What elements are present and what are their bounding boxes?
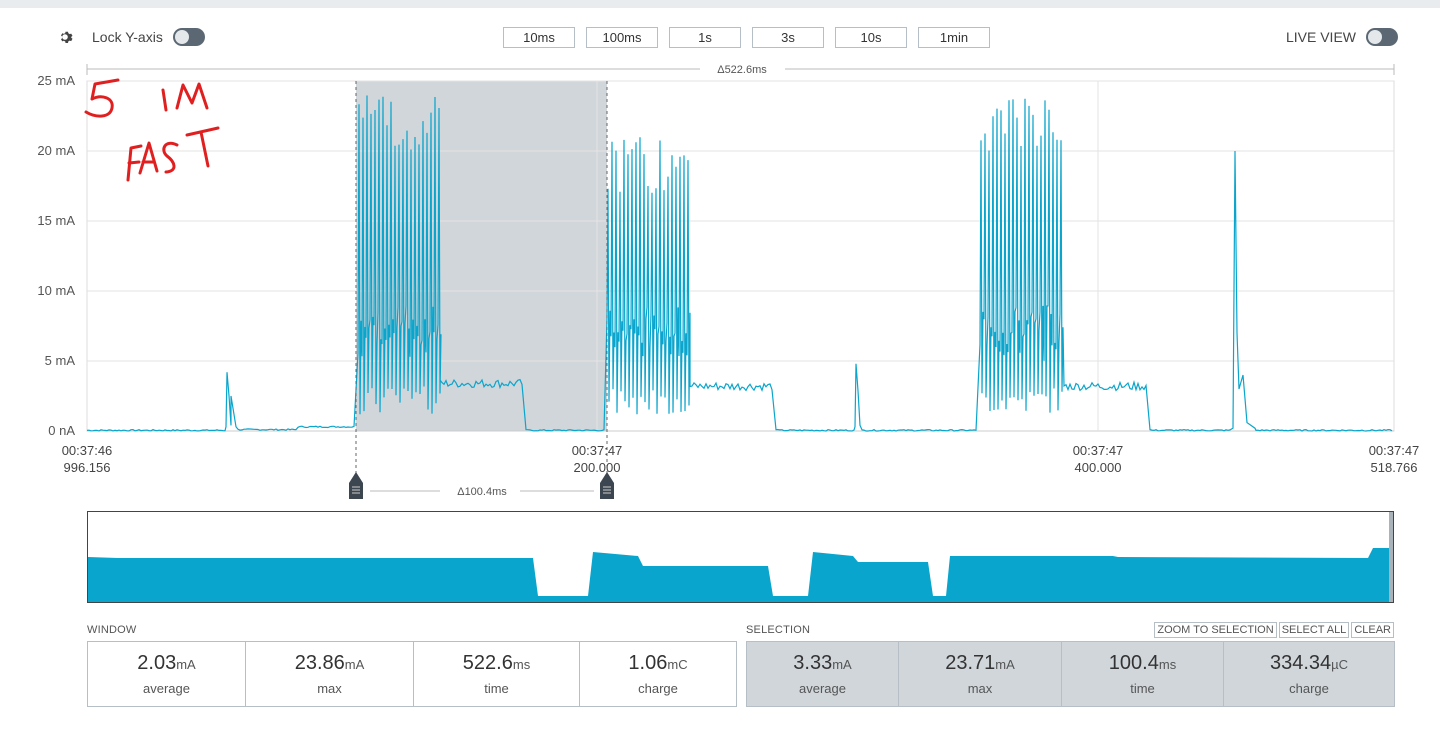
stat-value: 23.86: [294, 652, 345, 674]
window-time: 522.6ms time: [414, 642, 580, 706]
stat-label: max: [967, 681, 993, 696]
y-axis: 25 mA 20 mA 15 mA 10 mA 5 mA 0 nA: [37, 73, 75, 438]
grid-lines: [87, 80, 1394, 432]
window-3s-button[interactable]: 3s: [752, 27, 824, 48]
stat-value: 3.33: [793, 652, 833, 674]
window-charge: 1.06mC charge: [580, 642, 736, 706]
zoom-to-selection-button[interactable]: ZOOM TO SELECTION: [1154, 622, 1277, 638]
clear-selection-button[interactable]: CLEAR: [1351, 622, 1394, 638]
stat-value: 100.4: [1108, 652, 1159, 674]
stat-unit: ms: [1158, 657, 1177, 672]
window-1s-button[interactable]: 1s: [669, 27, 741, 48]
selection-delta-bracket: Δ100.4ms: [370, 486, 594, 498]
x-axis: 00:37:46 996.156 00:37:47 200.000 00:37:…: [62, 443, 1420, 475]
cursor-handle-right[interactable]: [600, 472, 614, 499]
selection-stats: 3.33mA average 23.71mA max 100.4ms time …: [746, 641, 1395, 707]
y-tick-label: 10 mA: [37, 283, 75, 298]
window-100ms-button[interactable]: 100ms: [586, 27, 658, 48]
selection-actions: ZOOM TO SELECTION SELECT ALL CLEAR: [1152, 622, 1394, 638]
selection-region[interactable]: [356, 81, 607, 431]
minimap-viewport-marker[interactable]: [1389, 512, 1394, 603]
x-tick-time: 00:37:47: [1369, 443, 1420, 458]
x-tick-ms: 518.766: [1371, 460, 1418, 475]
stat-label: max: [317, 681, 342, 696]
stat-unit: mA: [176, 657, 196, 672]
lock-y-axis-label: Lock Y-axis: [92, 29, 163, 45]
window-stats-title: WINDOW: [87, 624, 137, 636]
window-max: 23.86mA max: [246, 642, 414, 706]
x-tick-ms: 400.000: [1075, 460, 1122, 475]
toolbar-right: LIVE VIEW: [1286, 28, 1398, 46]
x-tick-time: 00:37:47: [1073, 443, 1124, 458]
window-delta-label: Δ522.6ms: [717, 64, 767, 76]
stat-value: 334.34: [1269, 652, 1332, 674]
stat-value: 2.03: [137, 652, 177, 674]
x-tick-ms: 996.156: [64, 460, 111, 475]
y-tick-label: 25 mA: [37, 73, 75, 88]
live-view-label: LIVE VIEW: [1285, 29, 1356, 45]
stat-label: average: [143, 681, 190, 696]
selection-time: 100.4ms time: [1062, 642, 1224, 706]
stat-value: 522.6: [462, 652, 513, 674]
top-strip: [0, 0, 1440, 8]
stat-label: charge: [638, 681, 678, 696]
stat-value: 1.06: [628, 652, 668, 674]
window-delta-bracket: Δ522.6ms: [86, 64, 1395, 76]
window-stats: 2.03mA average 23.86mA max 522.6ms time …: [87, 641, 737, 707]
x-tick-time: 00:37:47: [572, 443, 623, 458]
selection-charge: 334.34µC charge: [1224, 642, 1394, 706]
selection-stats-title: SELECTION: [746, 624, 811, 636]
y-tick-label: 5 mA: [45, 353, 76, 368]
live-view-toggle[interactable]: [1366, 28, 1398, 46]
plot-area: [86, 80, 1395, 432]
stat-label: charge: [1289, 681, 1329, 696]
current-chart[interactable]: Δ522.6ms 25 mA 20 mA 15 mA 10 mA 5 mA 0 …: [0, 55, 1440, 505]
window-10ms-button[interactable]: 10ms: [503, 27, 575, 48]
stat-unit: mA: [995, 657, 1015, 672]
y-tick-label: 15 mA: [37, 213, 75, 228]
stat-label: time: [1130, 681, 1155, 696]
handwritten-annotation: [84, 78, 220, 182]
stat-label: average: [799, 681, 846, 696]
stat-unit: mA: [344, 657, 365, 672]
current-trace: [86, 95, 1393, 432]
window-size-buttons: 10ms 100ms 1s 3s 10s 1min: [503, 27, 990, 48]
lock-y-axis-toggle[interactable]: [172, 28, 205, 46]
x-tick-time: 00:37:46: [62, 443, 113, 458]
stat-unit: µC: [1331, 657, 1349, 672]
stat-unit: mC: [667, 657, 688, 672]
toolbar-left: Lock Y-axis: [57, 28, 205, 46]
minimap-trace: [88, 512, 1394, 603]
window-1min-button[interactable]: 1min: [918, 27, 990, 48]
selection-delta-label: Δ100.4ms: [457, 486, 507, 498]
gear-icon[interactable]: [57, 29, 73, 45]
stat-value: 23.71: [945, 652, 996, 674]
select-all-button[interactable]: SELECT ALL: [1278, 622, 1350, 638]
window-10s-button[interactable]: 10s: [835, 27, 907, 48]
y-tick-label: 20 mA: [37, 143, 75, 158]
window-average: 2.03mA average: [88, 642, 246, 706]
stat-unit: mA: [832, 657, 852, 672]
stat-unit: ms: [512, 657, 531, 672]
selection-max: 23.71mA max: [899, 642, 1062, 706]
minimap-fill: [88, 548, 1389, 602]
selection-average: 3.33mA average: [747, 642, 899, 706]
cursor-handle-left[interactable]: [349, 472, 363, 499]
stat-label: time: [484, 681, 509, 696]
overview-minimap[interactable]: [87, 511, 1394, 603]
y-tick-label: 0 nA: [48, 423, 75, 438]
x-tick-ms: 200.000: [574, 460, 621, 475]
